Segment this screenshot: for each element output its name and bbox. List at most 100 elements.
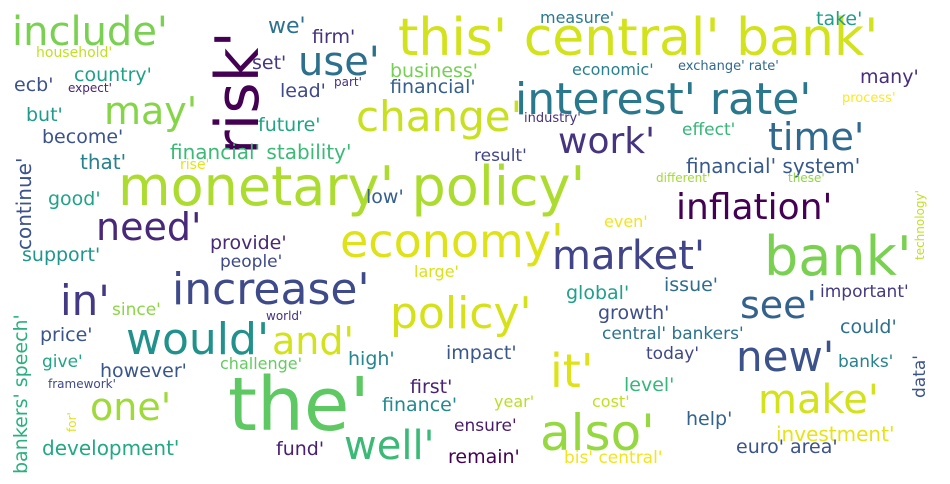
word-and: and' <box>272 319 354 363</box>
word-one: one' <box>90 385 172 429</box>
word-data: data' <box>910 355 930 398</box>
word-work: work' <box>558 121 656 162</box>
word-take: take' <box>816 8 863 30</box>
word-ensure: ensure' <box>454 416 517 436</box>
word-financial: financial' <box>390 76 476 98</box>
word-financial-system: financial' system' <box>686 154 861 178</box>
word-first: first' <box>410 376 453 398</box>
word-exchange-rate: exchange' rate' <box>678 59 779 74</box>
word-year: year' <box>494 392 535 411</box>
word-banks: banks' <box>838 352 894 372</box>
word-this-central-bank: this' central' bank' <box>398 8 879 68</box>
word-monetary-policy: monetary' policy' <box>118 155 586 218</box>
word-risk: risk' <box>203 31 273 155</box>
word-ecb: ecb' <box>14 74 54 96</box>
word-finance: finance' <box>382 394 458 416</box>
word-economic: economic' <box>572 60 654 79</box>
word-see: see' <box>740 283 818 327</box>
word-global: global' <box>566 282 630 304</box>
word-well: well' <box>344 423 435 469</box>
word-expect: expect' <box>68 81 112 95</box>
word-issue: issue' <box>664 274 719 296</box>
word-we: we' <box>268 14 306 39</box>
word-set: set' <box>252 52 287 74</box>
word-may: may' <box>104 89 198 133</box>
word-the: the' <box>228 362 370 448</box>
word-need: need' <box>96 205 202 249</box>
word-level: level' <box>624 374 675 396</box>
word-lead: lead' <box>280 80 326 102</box>
word-increase: increase' <box>172 264 370 315</box>
word-industry: industry' <box>524 111 581 126</box>
word-these: these' <box>788 171 825 185</box>
word-growth: growth' <box>598 302 670 324</box>
word-provide: provide' <box>210 232 287 254</box>
word-make: make' <box>758 377 879 423</box>
word-inflation: inflation' <box>676 187 833 228</box>
word-measure: measure' <box>540 8 615 27</box>
word-remain: remain' <box>448 446 520 468</box>
word-become: become' <box>42 126 124 148</box>
word-include: include' <box>12 9 168 55</box>
word-in: in' <box>60 276 110 325</box>
word-financial-stability: financial' stability' <box>170 140 352 164</box>
word-process: process' <box>842 91 896 106</box>
word-many: many' <box>860 66 919 88</box>
word-effect: effect' <box>682 120 736 140</box>
word-important: important' <box>820 282 909 302</box>
word-even: even' <box>604 212 648 231</box>
word-continue: continue' <box>12 157 36 250</box>
word-also: also' <box>540 404 655 462</box>
word-help: help' <box>686 408 733 430</box>
word-household: household' <box>36 45 113 61</box>
word-bis-central: bis' central' <box>564 448 663 468</box>
word-country: country' <box>74 64 152 86</box>
word-good: good' <box>48 188 101 210</box>
word-since: since' <box>112 300 161 320</box>
word-fund: fund' <box>276 438 325 460</box>
word-economy: economy' <box>340 214 564 268</box>
word-today: today' <box>646 344 700 364</box>
word-give: give' <box>42 352 83 372</box>
word-but: but' <box>26 104 63 126</box>
word-people: people' <box>220 252 283 272</box>
word-market: market' <box>552 233 705 279</box>
word-central-bankers: central' bankers' <box>602 324 744 344</box>
word-cost: cost' <box>592 392 630 411</box>
word-business: business' <box>390 60 479 82</box>
word-support: support' <box>22 244 101 266</box>
word-that: that' <box>80 150 127 174</box>
word-framework: framework' <box>48 377 116 391</box>
word-use: use' <box>298 39 380 85</box>
word-impact: impact' <box>446 342 517 364</box>
word-large: large' <box>414 262 459 281</box>
word-development: development' <box>42 436 180 460</box>
word-for: for' <box>65 412 79 432</box>
word-time: time' <box>768 115 865 159</box>
word-challenge: challenge' <box>220 354 303 373</box>
word-part: part' <box>334 75 362 89</box>
word-low: low' <box>366 186 404 208</box>
word-different: different' <box>656 171 711 185</box>
word-technology: technology' <box>913 190 927 260</box>
word-interest-rate: interest' rate' <box>515 74 812 125</box>
word-change: change' <box>356 92 523 141</box>
word-rise: rise' <box>180 157 210 173</box>
word-bank: bank' <box>764 225 912 288</box>
word-firm: firm' <box>312 26 356 48</box>
word-future: future' <box>258 114 321 136</box>
word-it: it' <box>550 344 594 398</box>
word-new: new' <box>736 332 835 381</box>
word-however: however' <box>100 360 187 382</box>
word-euro-area: euro' area' <box>736 436 838 458</box>
word-high: high' <box>348 348 395 370</box>
word-investment: investment' <box>776 422 895 446</box>
word-result: result' <box>474 146 527 166</box>
word-world: world' <box>266 309 303 323</box>
word-price: price' <box>40 324 93 346</box>
word-could: could' <box>840 316 897 338</box>
word-policy: policy' <box>390 288 532 339</box>
word-would: would' <box>126 314 270 365</box>
word-bankers-speech: bankers' speech' <box>10 314 32 474</box>
